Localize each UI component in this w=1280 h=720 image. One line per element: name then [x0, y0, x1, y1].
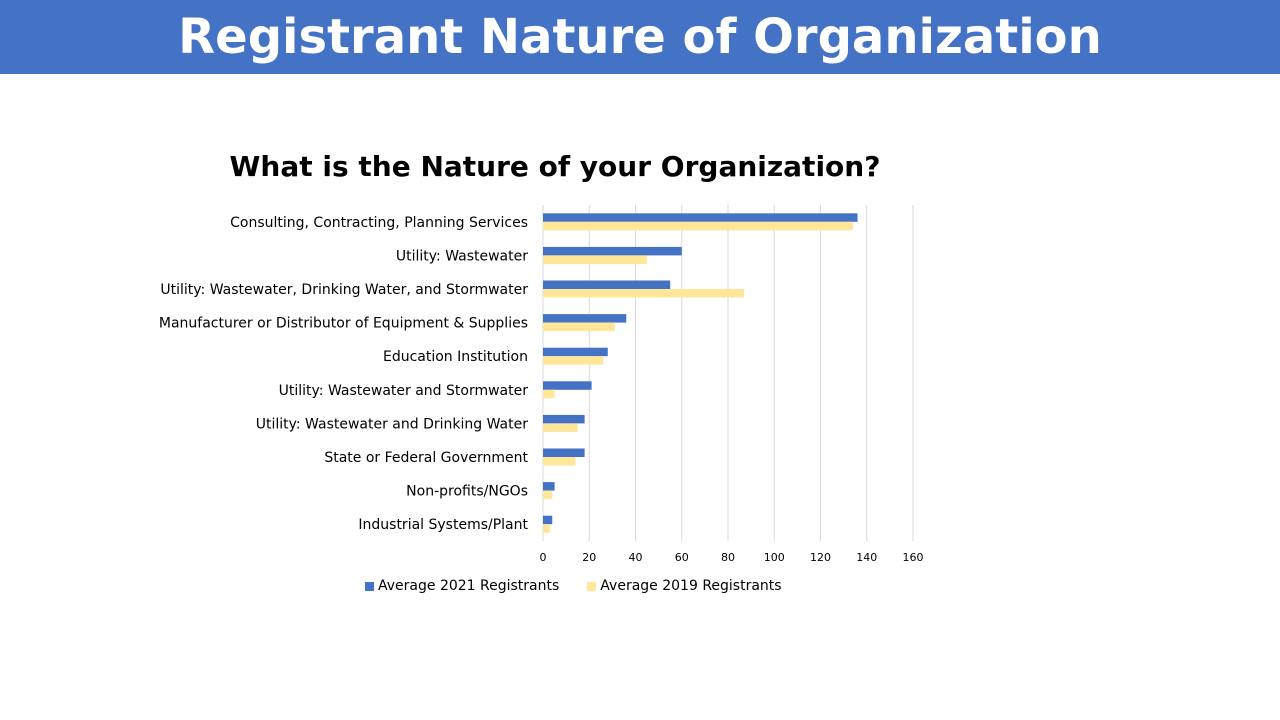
chart-legend: Average 2021 Registrants Average 2019 Re… — [365, 578, 782, 594]
bar-2019 — [543, 356, 604, 365]
category-label: Industrial Systems/Plant — [358, 517, 528, 533]
category-label: Manufacturer or Distributor of Equipment… — [159, 316, 528, 332]
bar-2019 — [543, 322, 615, 332]
legend-swatch-2019 — [587, 581, 597, 591]
bar-2021 — [543, 515, 553, 525]
x-tick-label: 0 — [540, 551, 547, 564]
category-label: Non-profits/NGOs — [406, 484, 528, 500]
x-tick-label: 40 — [629, 551, 643, 564]
bar-2019 — [543, 524, 550, 533]
legend-item-2019: Average 2019 Registrants — [587, 578, 782, 594]
x-tick-label: 20 — [582, 551, 596, 564]
x-tick-label: 120 — [810, 551, 831, 564]
category-label: Education Institution — [383, 349, 528, 365]
bar-2021 — [543, 280, 671, 289]
x-tick-label: 160 — [903, 551, 924, 564]
bar-2021 — [543, 246, 682, 256]
page-title: Registrant Nature of Organization — [178, 9, 1102, 65]
bar-2021 — [543, 347, 608, 357]
legend-swatch-2021 — [365, 581, 374, 591]
category-label: Utility: Wastewater, Drinking Water, and… — [160, 282, 528, 298]
bar-2019 — [543, 389, 555, 399]
bar-2021 — [543, 314, 627, 323]
bar-2019 — [543, 221, 853, 231]
bar-2021 — [543, 414, 585, 424]
category-label: Utility: Wastewater and Drinking Water — [256, 416, 529, 432]
bar-2019 — [543, 490, 553, 500]
bar-2019 — [543, 423, 578, 432]
header-band: Registrant Nature of Organization — [0, 0, 1280, 74]
category-label: Utility: Wastewater and Stormwater — [279, 383, 529, 399]
chart-title: What is the Nature of your Organization? — [229, 150, 881, 183]
bar-2019 — [543, 457, 576, 466]
bar-2019 — [543, 255, 648, 264]
category-label: Consulting, Contracting, Planning Servic… — [230, 215, 528, 231]
bar-2019 — [543, 289, 745, 298]
legend-item-2021: Average 2021 Registrants — [365, 578, 559, 594]
bar-2021 — [543, 213, 858, 222]
x-tick-label: 80 — [721, 551, 735, 564]
x-tick-label: 60 — [675, 551, 689, 564]
x-tick-label: 100 — [764, 551, 785, 564]
category-label: Utility: Wastewater — [396, 248, 528, 264]
bar-2021 — [543, 381, 592, 390]
legend-label-2019: Average 2019 Registrants — [600, 578, 782, 594]
bar-2021 — [543, 448, 585, 457]
legend-label-2021: Average 2021 Registrants — [378, 578, 560, 594]
bar-2021 — [543, 482, 555, 491]
category-label: State or Federal Government — [324, 450, 528, 466]
x-tick-label: 140 — [856, 551, 877, 564]
